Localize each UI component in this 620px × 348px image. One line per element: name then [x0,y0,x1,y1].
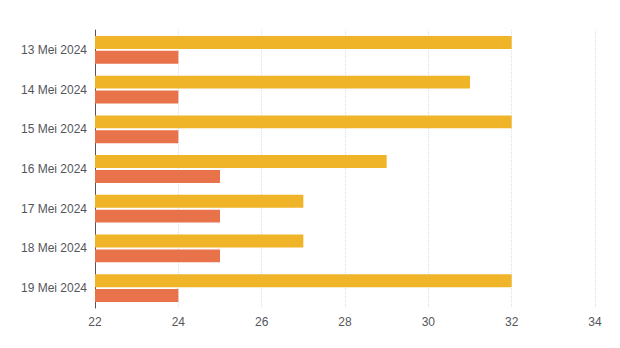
svg-text:26: 26 [255,315,269,329]
svg-text:17 Mei 2024: 17 Mei 2024 [21,202,87,216]
svg-text:30: 30 [422,315,436,329]
svg-text:24: 24 [172,315,186,329]
svg-text:18 Mei 2024: 18 Mei 2024 [21,241,87,255]
svg-text:16 Mei 2024: 16 Mei 2024 [21,162,87,176]
svg-text:22: 22 [88,315,102,329]
svg-text:14 Mei 2024: 14 Mei 2024 [21,83,87,97]
svg-text:13 Mei 2024: 13 Mei 2024 [21,43,87,57]
svg-text:28: 28 [338,315,352,329]
svg-text:34: 34 [588,315,602,329]
svg-text:32: 32 [505,315,519,329]
svg-text:19 Mei 2024: 19 Mei 2024 [21,281,87,295]
svg-text:15 Mei 2024: 15 Mei 2024 [21,122,87,136]
